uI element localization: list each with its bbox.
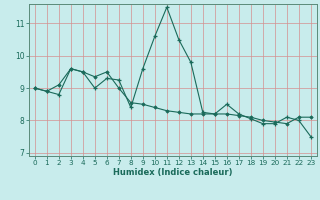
X-axis label: Humidex (Indice chaleur): Humidex (Indice chaleur) <box>113 168 233 177</box>
